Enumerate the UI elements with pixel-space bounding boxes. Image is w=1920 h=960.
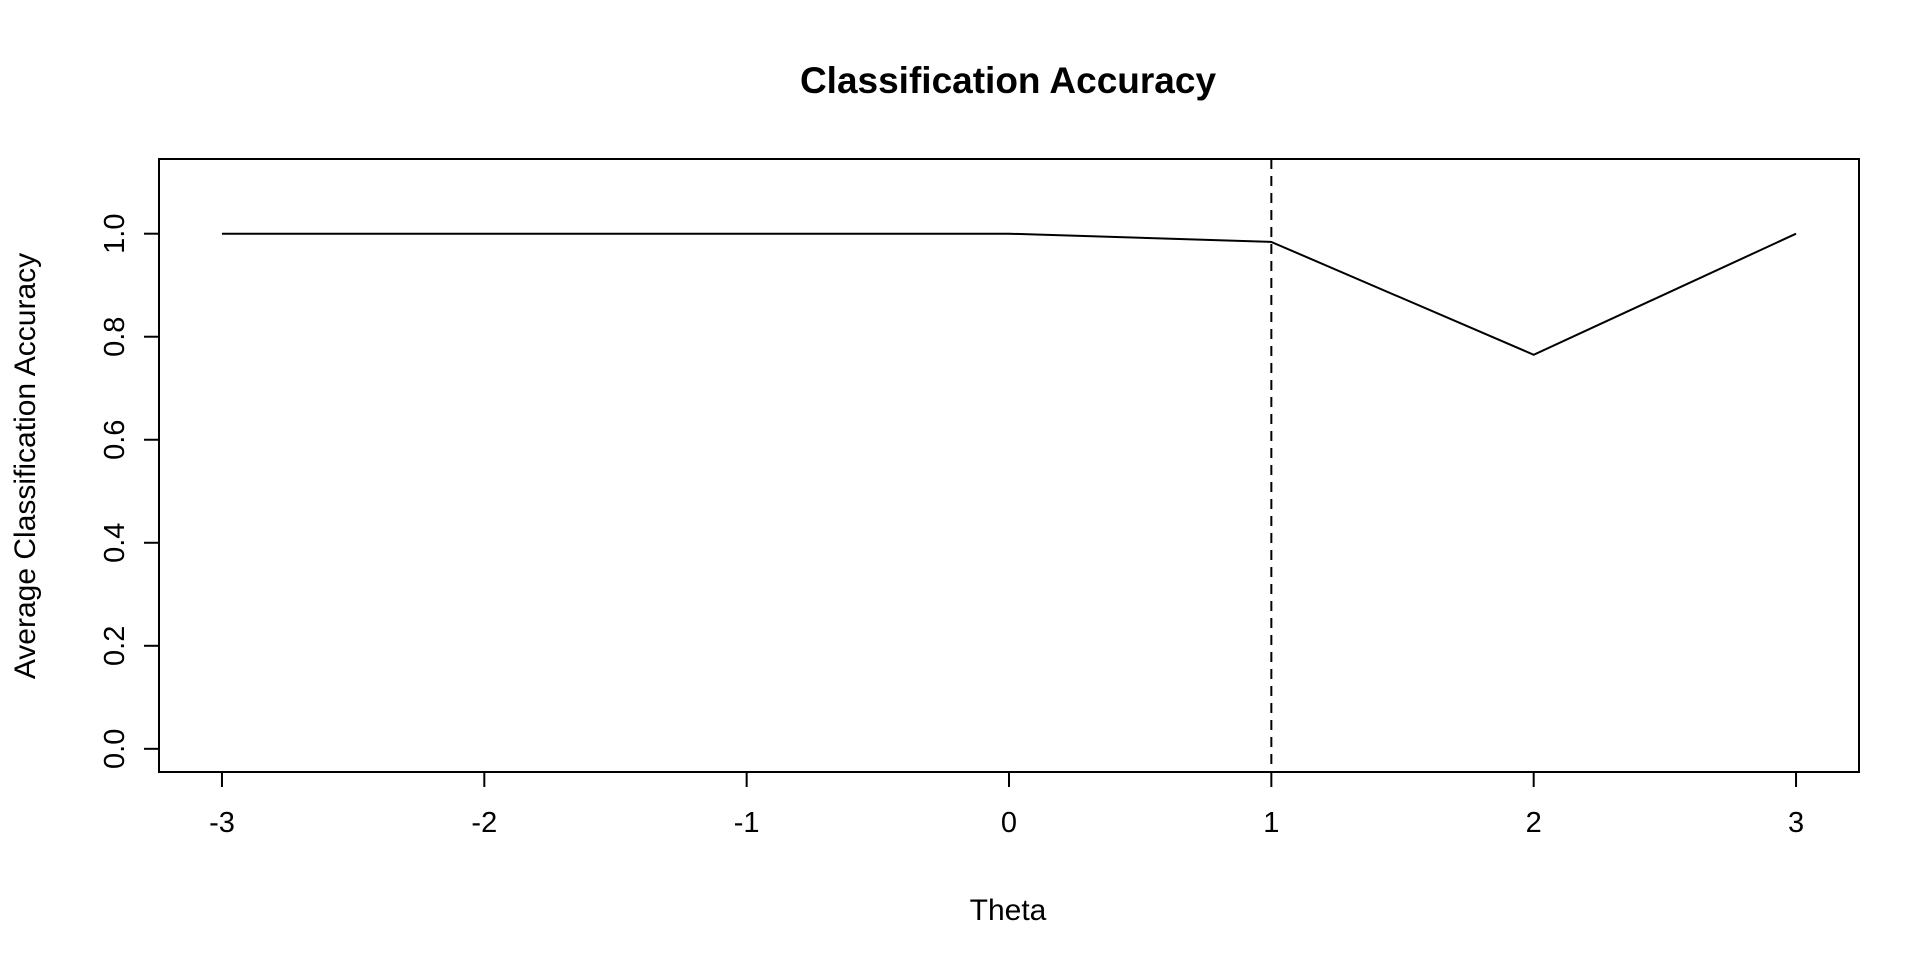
- y-tick-label: 0.2: [99, 626, 131, 666]
- y-axis-label: Average Classification Accuracy: [9, 253, 42, 679]
- y-tick-label: 0.8: [99, 317, 131, 357]
- y-axis: 0.0 0.2 0.4 0.6 0.8 1.0: [99, 214, 160, 769]
- x-tick-label: -1: [734, 807, 760, 839]
- chart-title: Classification Accuracy: [800, 60, 1217, 101]
- x-tick-label: 3: [1788, 807, 1804, 839]
- x-axis: -3 -2 -1 0 1 2 3: [209, 771, 1804, 839]
- plot-area: [221, 159, 1797, 772]
- x-axis-label: Theta: [970, 894, 1047, 927]
- x-tick-label: -3: [209, 807, 235, 839]
- y-tick-label: 0.4: [99, 523, 131, 563]
- x-tick-label: 1: [1263, 807, 1279, 839]
- x-tick-label: -2: [471, 807, 497, 839]
- series-line: [221, 232, 1797, 356]
- y-tick-label: 1.0: [99, 214, 131, 254]
- x-tick-label: 2: [1526, 807, 1542, 839]
- y-tick-label: 0.6: [99, 420, 131, 460]
- plot-frame: [158, 158, 1860, 773]
- x-tick-label: 0: [1001, 807, 1017, 839]
- y-tick-label: 0.0: [99, 729, 131, 769]
